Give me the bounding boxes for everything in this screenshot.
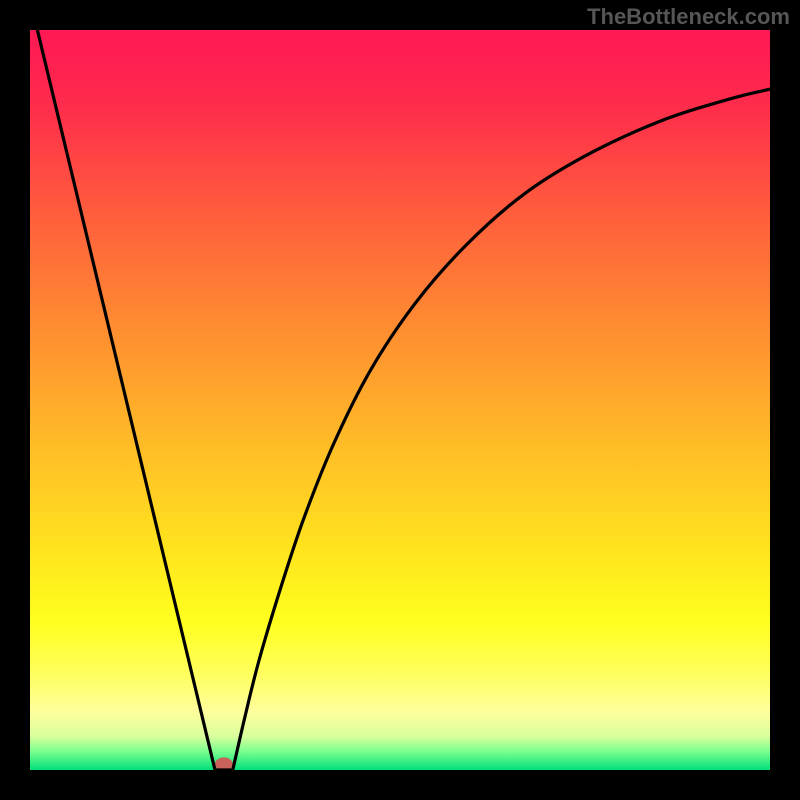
bottleneck-chart [0, 0, 800, 800]
chart-container: TheBottleneck.com [0, 0, 800, 800]
plot-background [30, 30, 770, 770]
watermark-text: TheBottleneck.com [587, 4, 790, 30]
